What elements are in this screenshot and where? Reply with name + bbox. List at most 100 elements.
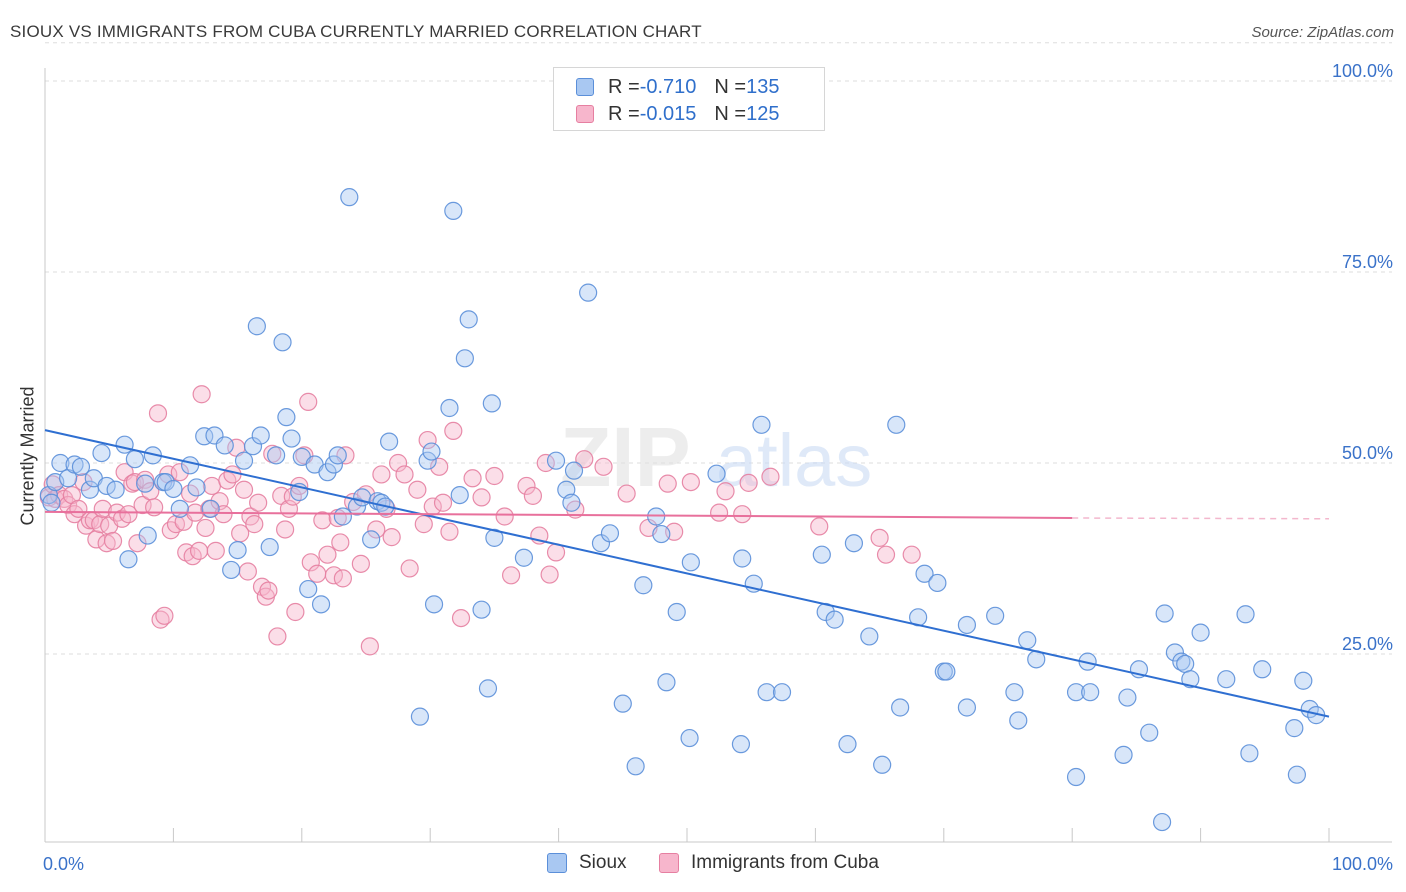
sioux-point xyxy=(1009,711,1028,730)
cuba-point xyxy=(43,475,62,494)
cuba-point xyxy=(331,533,350,552)
stats-legend: R = -0.710 N = 135 R = -0.015 N = 125 xyxy=(553,67,825,131)
sioux-point xyxy=(318,463,337,482)
sioux-swatch xyxy=(547,853,567,873)
cuba-point xyxy=(472,488,491,507)
sioux-point xyxy=(156,473,175,492)
sioux-point xyxy=(1114,745,1133,764)
sioux-point xyxy=(1066,767,1086,787)
tick-labels: 25.0% 50.0% 75.0% 100.0% 0.0% 100.0% xyxy=(43,61,1393,874)
sioux-point xyxy=(1155,604,1174,623)
sioux-point xyxy=(986,606,1005,625)
sioux-point xyxy=(201,499,220,518)
sioux-point xyxy=(634,576,653,595)
sioux-point xyxy=(752,415,771,434)
sioux-point xyxy=(928,573,947,593)
sioux-point xyxy=(251,426,270,445)
sioux-point xyxy=(450,485,469,505)
cuba-point xyxy=(333,569,352,588)
cuba-point xyxy=(133,495,152,515)
r-label: R = xyxy=(608,75,640,98)
sioux-point xyxy=(514,548,534,567)
cuba-point xyxy=(299,392,318,411)
sioux-point xyxy=(757,683,776,702)
cuba-swatch xyxy=(659,853,679,873)
legend-item-cuba[interactable]: Immigrants from Cuba xyxy=(659,852,879,874)
cuba-swatch xyxy=(576,105,594,123)
cuba-point xyxy=(414,515,433,534)
gridlines xyxy=(45,42,1392,655)
sioux-point xyxy=(707,464,726,483)
y-tick-label: 75.0% xyxy=(1342,252,1393,272)
sioux-point xyxy=(1066,683,1086,702)
cuba-point xyxy=(103,531,123,551)
sioux-point xyxy=(187,478,206,497)
y-tick-label: 50.0% xyxy=(1342,443,1393,463)
sioux-point xyxy=(228,540,247,560)
sioux-point xyxy=(247,317,266,336)
sioux-point xyxy=(472,600,491,619)
cuba-point xyxy=(495,507,514,526)
cuba-point xyxy=(433,493,453,512)
sioux-point xyxy=(600,524,620,543)
sioux-point xyxy=(340,188,359,207)
cuba-trend-line xyxy=(44,510,1073,520)
sioux-point xyxy=(1176,654,1195,674)
sioux-point xyxy=(891,698,910,717)
sioux-swatch xyxy=(576,78,594,96)
cuba-point xyxy=(451,608,471,628)
cuba-point xyxy=(902,545,921,564)
sioux-point xyxy=(277,408,296,427)
sioux-point xyxy=(71,457,91,476)
sioux-point xyxy=(1181,670,1200,689)
cuba-point xyxy=(709,503,729,522)
r-label: R = xyxy=(608,102,640,125)
legend-item-sioux[interactable]: Sioux xyxy=(547,852,627,874)
cuba-point xyxy=(395,465,414,484)
cuba-point xyxy=(249,493,268,512)
sioux-point xyxy=(1287,765,1307,784)
cuba-point xyxy=(170,463,189,482)
sioux-point xyxy=(115,435,134,454)
cuba-point xyxy=(739,473,758,492)
sioux-point xyxy=(353,488,372,507)
sioux-point xyxy=(482,394,501,413)
sioux-point xyxy=(119,550,138,569)
sioux-point xyxy=(733,549,752,568)
n-label: N = xyxy=(714,75,747,98)
sioux-point xyxy=(681,553,700,572)
cuba-point xyxy=(523,486,543,505)
sioux-point xyxy=(1005,683,1024,702)
cuba-point xyxy=(189,541,209,560)
sioux-point xyxy=(444,201,463,220)
cuba-point xyxy=(301,553,320,572)
cuba-point xyxy=(870,528,889,547)
cuba-point xyxy=(245,515,264,534)
sioux-point xyxy=(222,560,241,580)
cuba-point xyxy=(810,517,829,536)
cuba-point xyxy=(761,467,780,486)
sioux-point xyxy=(772,683,792,702)
cuba-point xyxy=(234,480,254,499)
axes xyxy=(44,68,1392,843)
cuba-point xyxy=(382,528,401,547)
sioux-point xyxy=(838,735,857,754)
cuba-point xyxy=(238,562,257,581)
sioux-point xyxy=(579,283,598,302)
cuba-point xyxy=(192,385,211,404)
sioux-point xyxy=(311,595,331,614)
cuba-point xyxy=(367,520,386,539)
cuba-point xyxy=(286,602,305,622)
cuba-point xyxy=(313,511,332,530)
cuba-point xyxy=(136,470,155,489)
chart-source: Source: ZipAtlas.com xyxy=(1251,24,1394,41)
sioux-point xyxy=(1152,812,1172,832)
sioux-point xyxy=(562,493,581,512)
sioux-point xyxy=(136,474,155,493)
sioux-point xyxy=(873,755,892,774)
cuba-point xyxy=(318,545,337,564)
cuba-point xyxy=(223,465,242,484)
cuba-point xyxy=(716,482,735,501)
cuba-point xyxy=(202,476,222,496)
